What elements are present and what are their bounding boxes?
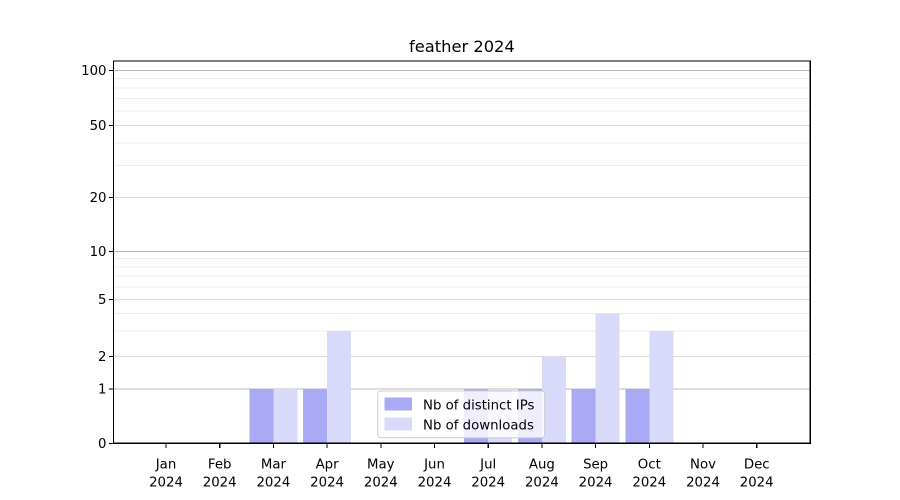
x-tick-label-year: 2024 (418, 476, 452, 491)
bar-nb-of-downloads-apr (327, 331, 352, 444)
x-tick-label-year: 2024 (203, 476, 237, 491)
bar-nb-of-distinct-ips-oct (625, 389, 650, 444)
y-tick-label: 20 (90, 191, 107, 206)
y-tick-label: 1 (98, 383, 106, 398)
bar-nb-of-downloads-oct (649, 331, 674, 444)
legend-label-downloads: Nb of downloads (423, 419, 534, 434)
y-tick-label: 5 (98, 293, 106, 308)
legend-label-distinct-ips: Nb of distinct IPs (423, 399, 535, 414)
x-tick-label-year: 2024 (256, 476, 290, 491)
x-tick-label-year: 2024 (471, 476, 505, 491)
x-tick-label-year: 2024 (310, 476, 344, 491)
plot-border (112, 60, 811, 444)
bar-nb-of-downloads-sep (595, 313, 620, 444)
legend-swatch-distinct-ips (384, 397, 412, 411)
bar-nb-of-downloads-aug (541, 356, 566, 444)
y-tick-label: 2 (98, 350, 106, 365)
x-tick-label-year: 2024 (579, 476, 613, 491)
x-tick-label-month: Sep (583, 458, 608, 473)
legend: Nb of distinct IPs Nb of downloads (377, 390, 546, 439)
x-tick-label-month: Nov (690, 458, 716, 473)
x-tick-label-month: Mar (261, 458, 287, 473)
legend-swatch-downloads (384, 417, 412, 431)
x-tick-label-year: 2024 (686, 476, 720, 491)
x-tick-label-month: Apr (316, 458, 340, 473)
y-tick-label: 100 (81, 64, 106, 79)
x-tick-label-year: 2024 (525, 476, 559, 491)
x-tick-label-month: Oct (638, 458, 661, 473)
x-tick-label-year: 2024 (364, 476, 398, 491)
bar-nb-of-distinct-ips-apr (303, 389, 328, 444)
x-tick-label-year: 2024 (149, 476, 183, 491)
x-tick-label-month: Jan (155, 458, 177, 473)
x-tick-label-year: 2024 (632, 476, 666, 491)
bar-nb-of-distinct-ips-mar (249, 389, 274, 444)
bar-nb-of-distinct-ips-sep (571, 389, 596, 444)
legend-box (377, 390, 546, 439)
x-tick-label-month: May (367, 458, 395, 473)
y-tick-label: 50 (90, 119, 107, 134)
x-tick-label-month: Aug (529, 458, 555, 473)
x-tick-label-year: 2024 (740, 476, 774, 491)
y-tick-label: 0 (98, 437, 106, 452)
x-tick-label-month: Jul (479, 458, 496, 473)
bar-nb-of-downloads-mar (273, 389, 298, 444)
x-tick-label-month: Dec (744, 458, 770, 473)
y-tick-label: 10 (90, 245, 107, 260)
x-tick-label-month: Jun (423, 458, 445, 473)
x-tick-label-month: Feb (208, 458, 232, 473)
chart-title: feather 2024 (409, 37, 515, 56)
